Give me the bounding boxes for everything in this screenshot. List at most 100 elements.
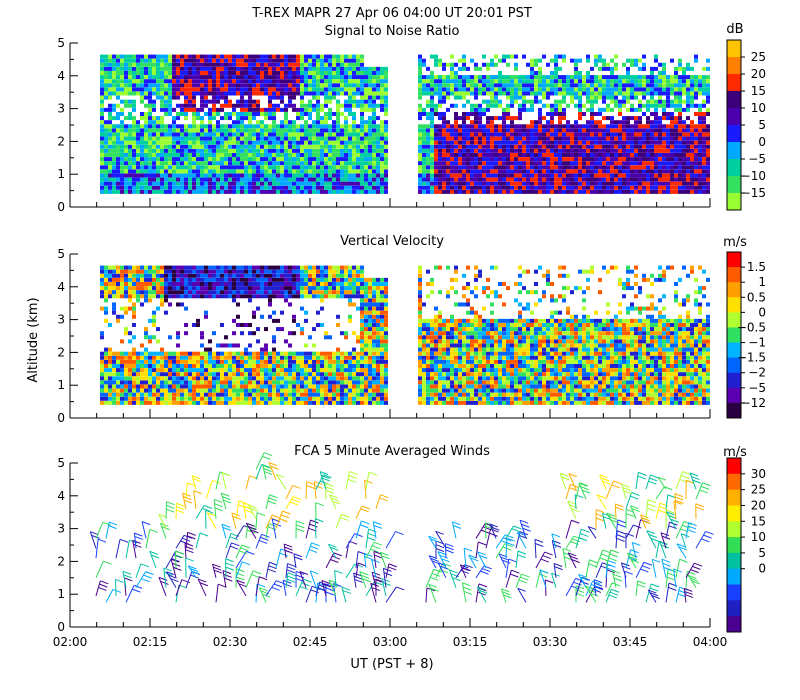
data-cell [422, 79, 426, 84]
data-cell [578, 107, 582, 112]
data-cell [224, 185, 228, 190]
data-cell [706, 152, 710, 157]
data-cell [144, 79, 148, 84]
data-cell [128, 165, 132, 170]
data-cell [694, 165, 698, 170]
data-cell [454, 165, 458, 170]
data-cell [606, 107, 610, 112]
data-cell [176, 87, 180, 92]
data-cell [522, 185, 526, 190]
data-cell [506, 75, 510, 80]
data-cell [108, 87, 112, 92]
data-cell [678, 148, 682, 153]
data-cell [502, 87, 506, 92]
data-cell [220, 103, 224, 108]
data-cell [128, 351, 132, 356]
data-cell [152, 177, 156, 182]
data-cell [176, 152, 180, 157]
data-cell [324, 181, 328, 186]
data-cell [438, 157, 442, 162]
data-cell [534, 173, 538, 178]
data-cell [156, 368, 160, 373]
data-cell [188, 152, 192, 157]
data-cell [514, 189, 518, 194]
data-cell [526, 124, 530, 129]
data-cell [276, 161, 280, 166]
data-cell [630, 173, 634, 178]
data-cell [128, 128, 132, 133]
data-cell [104, 380, 108, 385]
data-cell [586, 144, 590, 149]
data-cell [284, 116, 288, 121]
data-cell [690, 177, 694, 182]
data-cell [674, 120, 678, 125]
data-cell [368, 165, 372, 170]
data-cell [176, 265, 180, 270]
data-cell [212, 54, 216, 59]
data-cell [188, 351, 192, 356]
data-cell [124, 62, 128, 67]
y-tick-label: 1 [57, 167, 65, 181]
data-cell [526, 157, 530, 162]
data-cell [650, 83, 654, 88]
data-cell [442, 189, 446, 194]
data-cell [116, 384, 120, 389]
data-cell [458, 144, 462, 149]
data-cell [288, 99, 292, 104]
data-cell [446, 79, 450, 84]
data-cell [124, 306, 128, 311]
data-cell [422, 181, 426, 186]
data-cell [530, 58, 534, 63]
data-cell [630, 148, 634, 153]
data-cell [494, 144, 498, 149]
data-cell [662, 111, 666, 116]
data-cell [434, 132, 438, 137]
data-cell [212, 124, 216, 129]
data-cell [288, 185, 292, 190]
data-cell [252, 83, 256, 88]
data-cell [558, 75, 562, 80]
data-cell [116, 314, 120, 319]
data-cell [506, 177, 510, 182]
data-cell [634, 128, 638, 133]
data-cell [526, 107, 530, 112]
data-cell [698, 157, 702, 162]
data-cell [200, 140, 204, 145]
data-cell [296, 83, 300, 88]
data-cell [232, 173, 236, 178]
data-cell [666, 95, 670, 100]
data-cell [430, 185, 434, 190]
data-cell [128, 91, 132, 96]
data-cell [522, 169, 526, 174]
data-cell [268, 161, 272, 166]
data-cell [418, 91, 422, 96]
data-cell [642, 66, 646, 71]
data-cell [132, 99, 136, 104]
data-cell [670, 136, 674, 141]
data-cell [328, 75, 332, 80]
data-cell [610, 157, 614, 162]
data-cell [422, 152, 426, 157]
data-cell [176, 384, 180, 389]
data-cell [360, 136, 364, 141]
data-cell [522, 103, 526, 108]
data-cell [352, 66, 356, 71]
data-cell [654, 181, 658, 186]
data-cell [698, 169, 702, 174]
data-cell [144, 181, 148, 186]
data-cell [152, 124, 156, 129]
data-cell [272, 161, 276, 166]
data-cell [112, 181, 116, 186]
data-cell [112, 144, 116, 149]
data-cell [212, 177, 216, 182]
data-cell [654, 136, 658, 141]
data-cell [296, 111, 300, 116]
data-cell [610, 161, 614, 166]
data-cell [324, 99, 328, 104]
data-cell [236, 140, 240, 145]
data-cell [642, 140, 646, 145]
data-cell [200, 165, 204, 170]
data-cell [446, 148, 450, 153]
data-cell [638, 87, 642, 92]
data-cell [340, 58, 344, 63]
